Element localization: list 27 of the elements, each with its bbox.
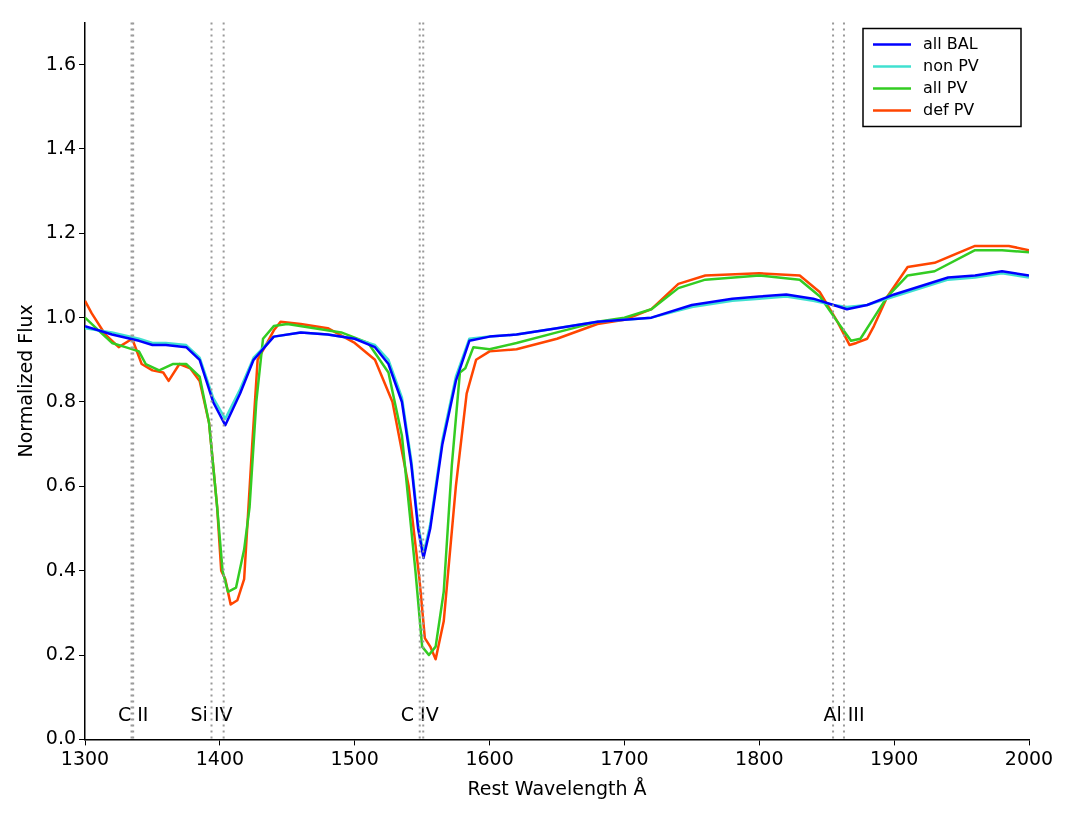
x-tick-label: 2000 [1004,746,1054,769]
x-tick-label: 1800 [735,746,784,769]
y-tick-label: 0.4 [45,557,77,580]
y-tick-label: 1.4 [45,135,77,158]
legend-label: all BAL [923,33,978,53]
y-tick-label: 0.0 [45,726,77,749]
y-tick-label: 1.0 [45,304,77,327]
x-axis-title: Rest Wavelength Å [467,776,647,799]
y-tick-label: 1.6 [45,51,77,74]
x-tick-label: 1400 [195,746,245,769]
x-tick-label: 1900 [869,746,919,769]
legend-label: def PV [923,99,975,119]
y-tick-label: 0.6 [45,473,77,496]
y-tick-label: 0.8 [45,388,77,411]
ref-line-label: Si IV [190,703,233,726]
y-tick-label: 1.2 [45,220,77,243]
x-tick-label: 1300 [60,746,110,769]
y-tick-label: 0.2 [45,641,77,664]
y-axis-title: Normalized Flux [14,304,37,458]
x-tick-label: 1700 [600,746,649,769]
legend-label: non PV [923,55,979,75]
legend-label: all PV [923,77,968,97]
x-tick-label: 1500 [330,746,379,769]
x-tick-label: 1600 [465,746,514,769]
ref-line-label: C II [117,703,149,726]
ref-line-label: C IV [400,703,439,726]
ref-line-label: Al III [823,703,865,726]
